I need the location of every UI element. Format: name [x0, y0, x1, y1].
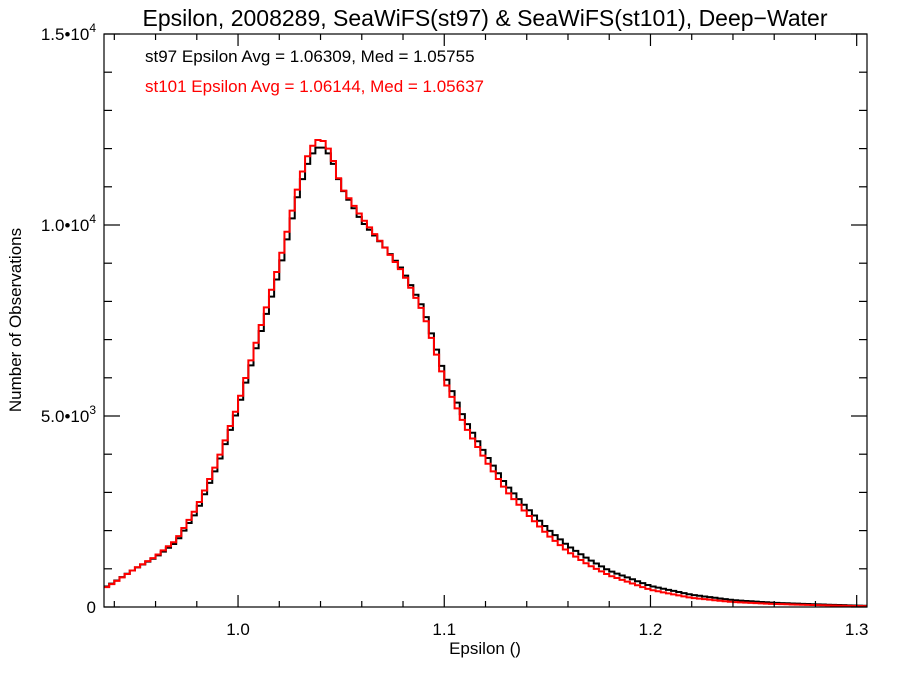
y-tick-label: 1.5•104: [41, 21, 97, 44]
x-tick-label: 1.1: [432, 620, 456, 639]
plot-frame: [103, 33, 868, 608]
x-tick-label: 1.2: [639, 620, 663, 639]
y-tick-label: 0: [87, 598, 96, 617]
y-tick-label: 1.0•104: [41, 212, 97, 235]
series-line-st101: [104, 139, 867, 608]
x-tick-label: 1.3: [845, 620, 869, 639]
y-tick-label: 5.0•103: [41, 403, 97, 426]
chart-title: Epsilon, 2008289, SeaWiFS(st97) & SeaWiF…: [143, 5, 828, 31]
x-axis-label: Epsilon (): [449, 639, 521, 658]
annotation-st101: st101 Epsilon Avg = 1.06144, Med = 1.056…: [145, 77, 484, 96]
y-axis-label: Number of Observations: [6, 228, 25, 412]
tick-layer: 1.0 1.1 1.2 1.3 0 5.0•103 1.0•104 1.5•104: [41, 21, 869, 639]
annotation-st97: st97 Epsilon Avg = 1.06309, Med = 1.0575…: [145, 47, 475, 66]
series-line-st97: [104, 146, 867, 607]
series-layer: [104, 139, 867, 608]
x-tick-label: 1.0: [226, 620, 250, 639]
